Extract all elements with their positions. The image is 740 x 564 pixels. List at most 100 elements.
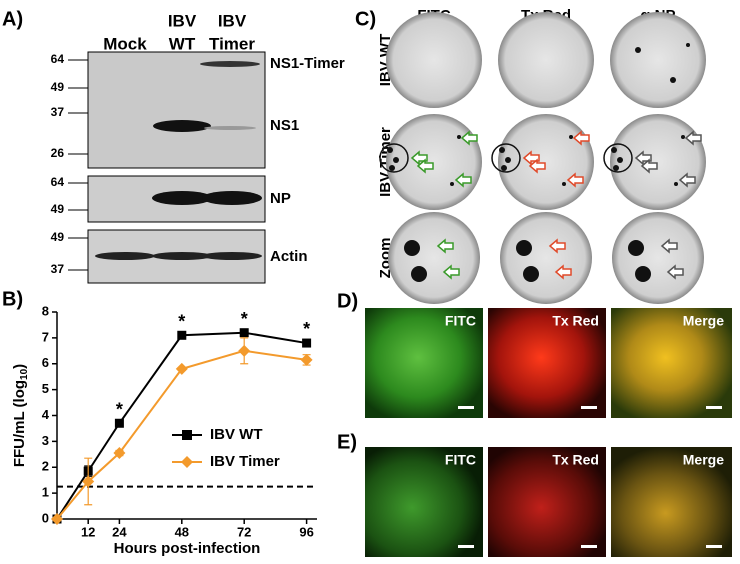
panel-label: A) xyxy=(2,8,23,30)
plate xyxy=(386,12,482,108)
legend-marker xyxy=(182,430,192,440)
image-label: Merge xyxy=(683,452,724,468)
y-tick-label: 4 xyxy=(42,407,50,422)
protein-label: NP xyxy=(270,190,291,207)
arrow xyxy=(528,158,546,174)
panel-label: D) xyxy=(337,290,358,312)
significance: * xyxy=(241,309,248,329)
plate xyxy=(610,114,706,210)
point xyxy=(114,418,124,428)
spot xyxy=(674,182,678,186)
legend-label: IBV Timer xyxy=(210,453,280,470)
y-tick-label: 3 xyxy=(42,433,49,448)
significance: * xyxy=(178,311,185,331)
y-tick-label: 6 xyxy=(42,355,49,370)
y-axis-label-part: FFU/mL (log xyxy=(11,380,28,467)
mw-label: 49 xyxy=(51,202,65,216)
spot xyxy=(523,266,539,282)
scale-bar xyxy=(706,406,722,409)
point xyxy=(239,328,249,338)
scale-bar xyxy=(706,545,722,548)
spot xyxy=(562,182,566,186)
image-label: Tx Red xyxy=(552,313,599,329)
point xyxy=(302,338,312,348)
panel-label: B) xyxy=(2,288,23,310)
mw-label: 26 xyxy=(51,146,65,160)
spot xyxy=(411,266,427,282)
blot xyxy=(87,51,266,284)
lane-label: Mock xyxy=(103,34,147,53)
y-tick-label: 1 xyxy=(42,485,49,500)
arrow xyxy=(678,172,696,188)
point xyxy=(51,513,63,525)
x-tick-label: 96 xyxy=(299,524,313,539)
spot xyxy=(387,147,393,153)
series-line xyxy=(56,331,307,520)
y-tick-label: 8 xyxy=(42,303,49,318)
lane-label: Timer xyxy=(209,34,255,53)
spot xyxy=(686,43,690,47)
scale-bar xyxy=(458,406,474,409)
legend-marker xyxy=(181,456,193,468)
y-axis-label-part: ) xyxy=(11,364,28,369)
y-tick-label: 2 xyxy=(42,459,49,474)
y-tick-label: 5 xyxy=(42,381,49,396)
point xyxy=(300,353,313,366)
circle-marker xyxy=(379,143,409,173)
arrow xyxy=(566,172,584,188)
spot xyxy=(569,135,573,139)
image-label: Tx Red xyxy=(552,452,599,468)
image-label: FITC xyxy=(445,313,476,329)
scale-bar xyxy=(458,545,474,548)
plate xyxy=(500,212,592,304)
arrow xyxy=(554,264,572,280)
scale-bar xyxy=(581,545,597,548)
point xyxy=(177,330,187,340)
arrow xyxy=(442,264,460,280)
arrow xyxy=(460,130,478,146)
arrow xyxy=(436,238,454,254)
arrow xyxy=(660,238,678,254)
plate xyxy=(498,114,594,210)
protein-label: Actin xyxy=(270,248,308,265)
lane-label: IBV xyxy=(218,11,247,30)
arrow xyxy=(454,172,472,188)
spot xyxy=(404,240,420,256)
x-axis-label: Hours post-infection xyxy=(114,540,261,557)
series-line xyxy=(56,349,307,520)
significance: * xyxy=(303,319,310,339)
plate xyxy=(388,212,480,304)
arrow xyxy=(640,158,658,174)
legend-label: IBV WT xyxy=(210,426,263,443)
arrow xyxy=(684,130,702,146)
mw-label: 49 xyxy=(51,80,65,94)
spot xyxy=(611,147,617,153)
point xyxy=(238,344,251,357)
spot xyxy=(499,147,505,153)
protein-label: NS1 xyxy=(270,117,299,134)
spot xyxy=(635,47,641,53)
spot xyxy=(617,157,623,163)
micrographs xyxy=(365,308,732,557)
mw-label: 49 xyxy=(51,230,65,244)
y-tick-label: 0 xyxy=(42,510,49,525)
spot xyxy=(516,240,532,256)
x-tick-label: 12 xyxy=(81,524,95,539)
mw-label: 64 xyxy=(51,52,65,66)
panel-label: C) xyxy=(355,8,376,30)
image-label: FITC xyxy=(445,452,476,468)
plate xyxy=(610,12,706,108)
arrow xyxy=(572,130,590,146)
plate xyxy=(498,12,594,108)
mw-label: 64 xyxy=(51,175,65,189)
x-tick-label: 24 xyxy=(112,524,127,539)
spot xyxy=(501,165,507,171)
panel-label: E) xyxy=(337,431,357,453)
arrow xyxy=(666,264,684,280)
plate xyxy=(612,212,704,304)
circle-marker xyxy=(491,143,521,173)
spot xyxy=(613,165,619,171)
lane-label: WT xyxy=(169,34,196,53)
spot xyxy=(681,135,685,139)
